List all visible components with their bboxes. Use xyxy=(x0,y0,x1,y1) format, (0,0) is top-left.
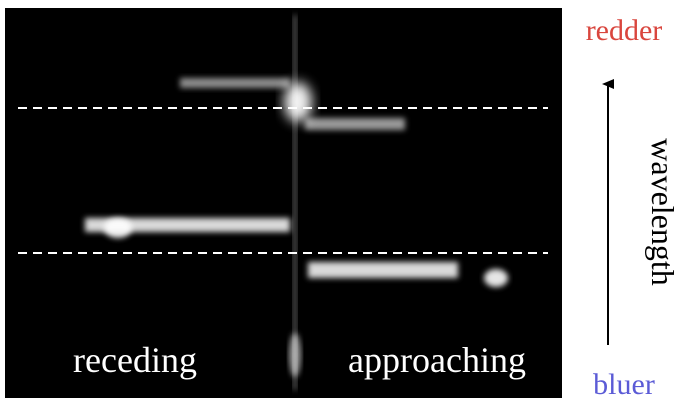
receding-label: receding xyxy=(73,340,197,380)
spectrum-image: receding approaching xyxy=(5,8,562,398)
figure: receding approaching redder bluer wavele… xyxy=(0,0,681,405)
approaching-label: approaching xyxy=(348,340,526,380)
wavelength-label: wavelength xyxy=(645,138,681,286)
redder-label: redder xyxy=(586,14,663,47)
bluer-label: bluer xyxy=(593,368,655,401)
